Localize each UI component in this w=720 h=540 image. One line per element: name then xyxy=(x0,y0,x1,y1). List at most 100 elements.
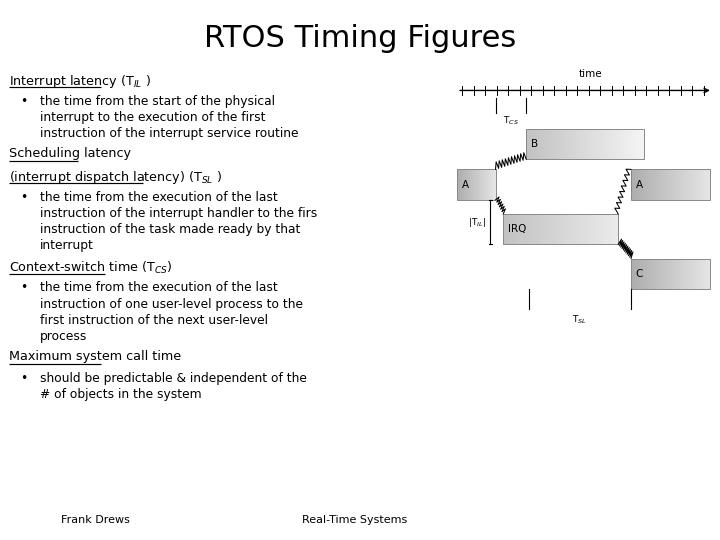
Bar xyxy=(474,170,475,200)
Bar xyxy=(591,214,593,244)
Bar xyxy=(664,259,665,289)
Bar xyxy=(528,129,531,159)
Bar xyxy=(709,259,711,289)
Bar xyxy=(686,170,688,200)
Bar xyxy=(675,170,676,200)
Bar xyxy=(626,129,629,159)
Bar xyxy=(702,259,704,289)
Text: Maximum system call time: Maximum system call time xyxy=(9,350,181,363)
Bar xyxy=(480,170,481,200)
Bar xyxy=(670,259,671,289)
Bar xyxy=(469,170,470,200)
Bar xyxy=(464,170,465,200)
Text: instruction of one user-level process to the: instruction of one user-level process to… xyxy=(40,298,302,310)
Bar xyxy=(492,170,493,200)
Bar xyxy=(597,214,599,244)
Bar xyxy=(706,170,708,200)
Bar xyxy=(567,214,569,244)
Bar xyxy=(509,214,511,244)
Bar xyxy=(568,214,570,244)
Bar xyxy=(482,170,483,200)
Bar xyxy=(644,259,646,289)
Bar xyxy=(693,170,695,200)
Bar xyxy=(697,170,698,200)
Bar xyxy=(675,259,676,289)
Bar xyxy=(652,170,654,200)
Bar xyxy=(517,214,519,244)
Bar xyxy=(503,214,618,244)
Bar xyxy=(593,214,595,244)
Bar xyxy=(538,214,540,244)
Bar xyxy=(470,170,471,200)
Bar xyxy=(689,259,690,289)
Bar xyxy=(670,170,672,200)
Text: A: A xyxy=(636,180,643,190)
Bar xyxy=(611,129,613,159)
Bar xyxy=(600,129,603,159)
Bar xyxy=(697,259,698,289)
Text: process: process xyxy=(40,330,87,343)
Bar xyxy=(583,129,585,159)
Bar xyxy=(632,129,634,159)
Bar xyxy=(684,170,685,200)
Bar xyxy=(580,214,582,244)
Bar xyxy=(477,170,478,200)
Bar xyxy=(601,214,603,244)
Bar xyxy=(457,170,458,200)
Bar xyxy=(481,170,482,200)
Bar xyxy=(656,259,657,289)
Bar xyxy=(680,259,681,289)
Bar xyxy=(545,214,547,244)
Bar xyxy=(576,214,578,244)
Bar xyxy=(471,170,472,200)
Bar xyxy=(664,170,665,200)
Bar xyxy=(657,259,659,289)
Bar xyxy=(541,214,544,244)
Text: IRQ: IRQ xyxy=(508,224,526,234)
Bar xyxy=(684,259,685,289)
Bar xyxy=(647,259,649,289)
Bar xyxy=(457,170,495,200)
Text: Interrupt latency (T$_{IL}$ ): Interrupt latency (T$_{IL}$ ) xyxy=(9,73,150,90)
Bar xyxy=(559,129,562,159)
Bar xyxy=(528,214,531,244)
Text: the time from the execution of the last: the time from the execution of the last xyxy=(40,281,277,294)
Bar xyxy=(659,259,660,289)
Bar xyxy=(484,170,485,200)
Bar xyxy=(703,170,705,200)
Bar xyxy=(564,129,566,159)
Text: the time from the execution of the last: the time from the execution of the last xyxy=(40,191,277,204)
Bar xyxy=(521,214,523,244)
Bar xyxy=(532,214,534,244)
Bar xyxy=(607,214,609,244)
Bar xyxy=(648,170,649,200)
Bar xyxy=(513,214,515,244)
Text: first instruction of the next user-level: first instruction of the next user-level xyxy=(40,314,268,327)
Bar xyxy=(690,259,692,289)
Bar xyxy=(709,170,711,200)
Text: the time from the start of the physical: the time from the start of the physical xyxy=(40,94,274,107)
Bar xyxy=(672,170,673,200)
Bar xyxy=(678,259,679,289)
Bar xyxy=(611,214,613,244)
Bar xyxy=(483,170,485,200)
Bar xyxy=(635,259,636,289)
Bar xyxy=(570,214,572,244)
Bar xyxy=(567,129,570,159)
Bar xyxy=(526,129,528,159)
Bar xyxy=(681,170,683,200)
Bar xyxy=(628,129,630,159)
Bar xyxy=(472,170,473,200)
Bar xyxy=(703,259,705,289)
Bar xyxy=(639,170,641,200)
Bar xyxy=(680,170,681,200)
Bar xyxy=(689,170,690,200)
Bar xyxy=(491,170,492,200)
Bar xyxy=(678,170,680,200)
Bar xyxy=(651,170,652,200)
Bar xyxy=(591,129,593,159)
Text: RTOS Timing Figures: RTOS Timing Figures xyxy=(204,24,516,53)
Bar xyxy=(616,129,618,159)
Bar xyxy=(564,214,567,244)
Text: B: B xyxy=(531,139,538,149)
